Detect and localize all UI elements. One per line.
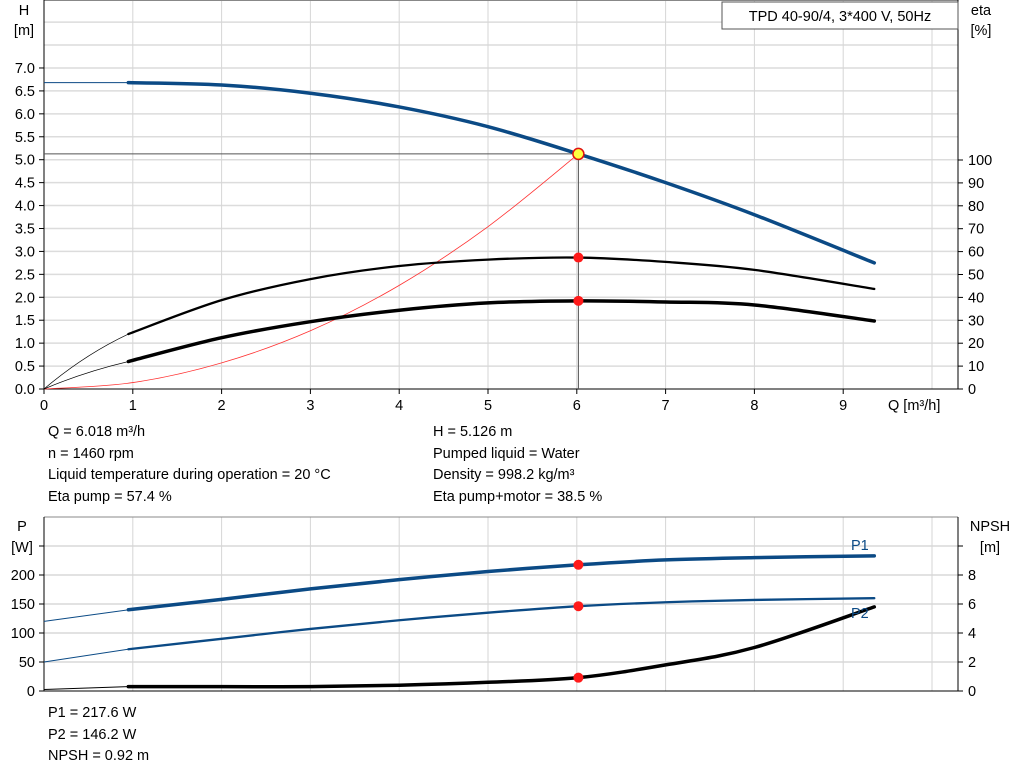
p2-curve-extension [43, 648, 129, 663]
y-axis-unit-right: [m] [980, 540, 1000, 556]
p1-label: P1 [851, 538, 869, 554]
y-tick-label: 0.0 [15, 382, 35, 398]
y-tick-label: 2.0 [15, 290, 35, 306]
y-axis-label-left: H [19, 3, 29, 19]
system-curve [43, 153, 579, 390]
y-right-tick-label: 60 [968, 245, 984, 261]
y-right-tick-label: 70 [968, 222, 984, 238]
y-right-tick-label: 90 [968, 176, 984, 192]
y-tick-label: 5.0 [15, 153, 35, 169]
x-tick-label: 2 [218, 398, 226, 414]
y-axis-unit-left: [W] [11, 540, 33, 556]
y-right-tick-label: 50 [968, 268, 984, 284]
x-tick-label: 1 [129, 398, 137, 414]
x-tick-label: 5 [484, 398, 492, 414]
y-right-tick-label: 100 [968, 153, 992, 169]
y-tick-label: 3.5 [15, 221, 35, 237]
p1-curve-extension [43, 609, 129, 622]
eta-pump-motor-curve [126, 299, 877, 364]
npsh-curve [126, 605, 877, 689]
y-tick-label: 4.5 [15, 176, 35, 192]
y-axis-unit-right: [%] [971, 23, 992, 39]
x-tick-label: 9 [839, 398, 847, 414]
p2-operating-point [573, 601, 584, 612]
chart-title: TPD 40-90/4, 3*400 V, 50Hz [749, 9, 931, 25]
info-eta-pump: Eta pump = 57.4 % [48, 488, 172, 505]
y-tick-label: 0 [27, 684, 35, 700]
npsh-curve-extension [43, 686, 129, 691]
y-tick-label: 0.5 [15, 359, 35, 375]
y-right-tick-label: 4 [968, 626, 976, 642]
info-npsh: NPSH = 0.92 m [48, 748, 150, 764]
x-tick-label: 3 [306, 398, 314, 414]
y-axis-label-right: NPSH [970, 519, 1010, 535]
y-right-tick-label: 80 [968, 199, 984, 215]
y-axis-unit-left: [m] [14, 23, 34, 39]
info-density: Density = 998.2 kg/m³ [433, 467, 575, 483]
y-tick-label: 6.0 [15, 107, 35, 123]
y-tick-label: 150 [11, 597, 35, 613]
info-q: Q = 6.018 m³/h [48, 424, 146, 440]
p2-label: P2 [851, 606, 869, 622]
y-tick-label: 50 [19, 655, 35, 671]
x-axis-label: Q [m³/h] [888, 398, 940, 414]
y-axis-label-left: P [17, 519, 27, 535]
info-pumped-liquid: Pumped liquid = Water [433, 445, 580, 462]
y-tick-label: 3.0 [15, 244, 35, 260]
y-right-tick-label: 6 [968, 597, 976, 613]
p1-operating-point [573, 559, 584, 570]
y-right-tick-label: 0 [968, 684, 976, 700]
y-right-tick-label: 2 [968, 655, 976, 671]
info-eta-pump-motor: Eta pump+motor = 38.5 % [433, 488, 603, 505]
legend-box [721, 1, 959, 30]
y-tick-label: 1.5 [15, 313, 35, 329]
x-tick-label: 4 [395, 398, 403, 414]
info-top-right: H = 5.126 m Pumped liquid = Water Densit… [433, 422, 602, 508]
info-top-left: Q = 6.018 m³/h n = 1460 rpm Liquid tempe… [48, 422, 331, 508]
eta-pump-operating-point [573, 252, 584, 263]
eta-pump-curve [127, 256, 876, 336]
x-tick-label: 8 [750, 398, 758, 414]
head-operating-point [572, 147, 585, 161]
y-right-tick-label: 10 [968, 359, 984, 375]
npsh-operating-point [573, 672, 584, 683]
eta-pump-curve-extension [43, 333, 129, 390]
info-n: n = 1460 rpm [48, 445, 134, 462]
y-tick-label: 4.0 [15, 199, 35, 215]
eta-pump-motor-operating-point [573, 295, 584, 306]
x-tick-label: 0 [40, 398, 48, 414]
y-right-tick-label: 30 [968, 313, 984, 329]
info-h: H = 5.126 m [433, 424, 513, 440]
info-bottom: P1 = 217.6 W P2 = 146.2 W NPSH = 0.92 m [48, 703, 149, 768]
p2-curve [127, 597, 876, 651]
y-axis-label-right: eta [971, 3, 992, 19]
info-liquid-temp: Liquid temperature during operation = 20… [48, 467, 331, 483]
eta-pump-motor-curve-extension [43, 361, 129, 390]
y-right-tick-label: 0 [968, 382, 976, 398]
y-tick-label: 2.5 [15, 267, 35, 283]
y-tick-label: 5.5 [15, 130, 35, 146]
x-tick-label: 7 [662, 398, 670, 414]
y-right-tick-label: 8 [968, 568, 976, 584]
y-tick-label: 200 [11, 568, 35, 584]
y-tick-label: 6.5 [15, 84, 35, 100]
y-right-tick-label: 40 [968, 290, 984, 306]
head-curve [126, 80, 877, 265]
info-p1: P1 = 217.6 W [48, 705, 137, 721]
y-tick-label: 1.0 [15, 336, 35, 352]
x-tick-label: 6 [573, 398, 581, 414]
y-tick-label: 100 [11, 626, 35, 642]
y-tick-label: 7.0 [15, 61, 35, 77]
y-right-tick-label: 20 [968, 336, 984, 352]
info-p2: P2 = 146.2 W [48, 726, 137, 743]
p1-curve [126, 554, 877, 612]
